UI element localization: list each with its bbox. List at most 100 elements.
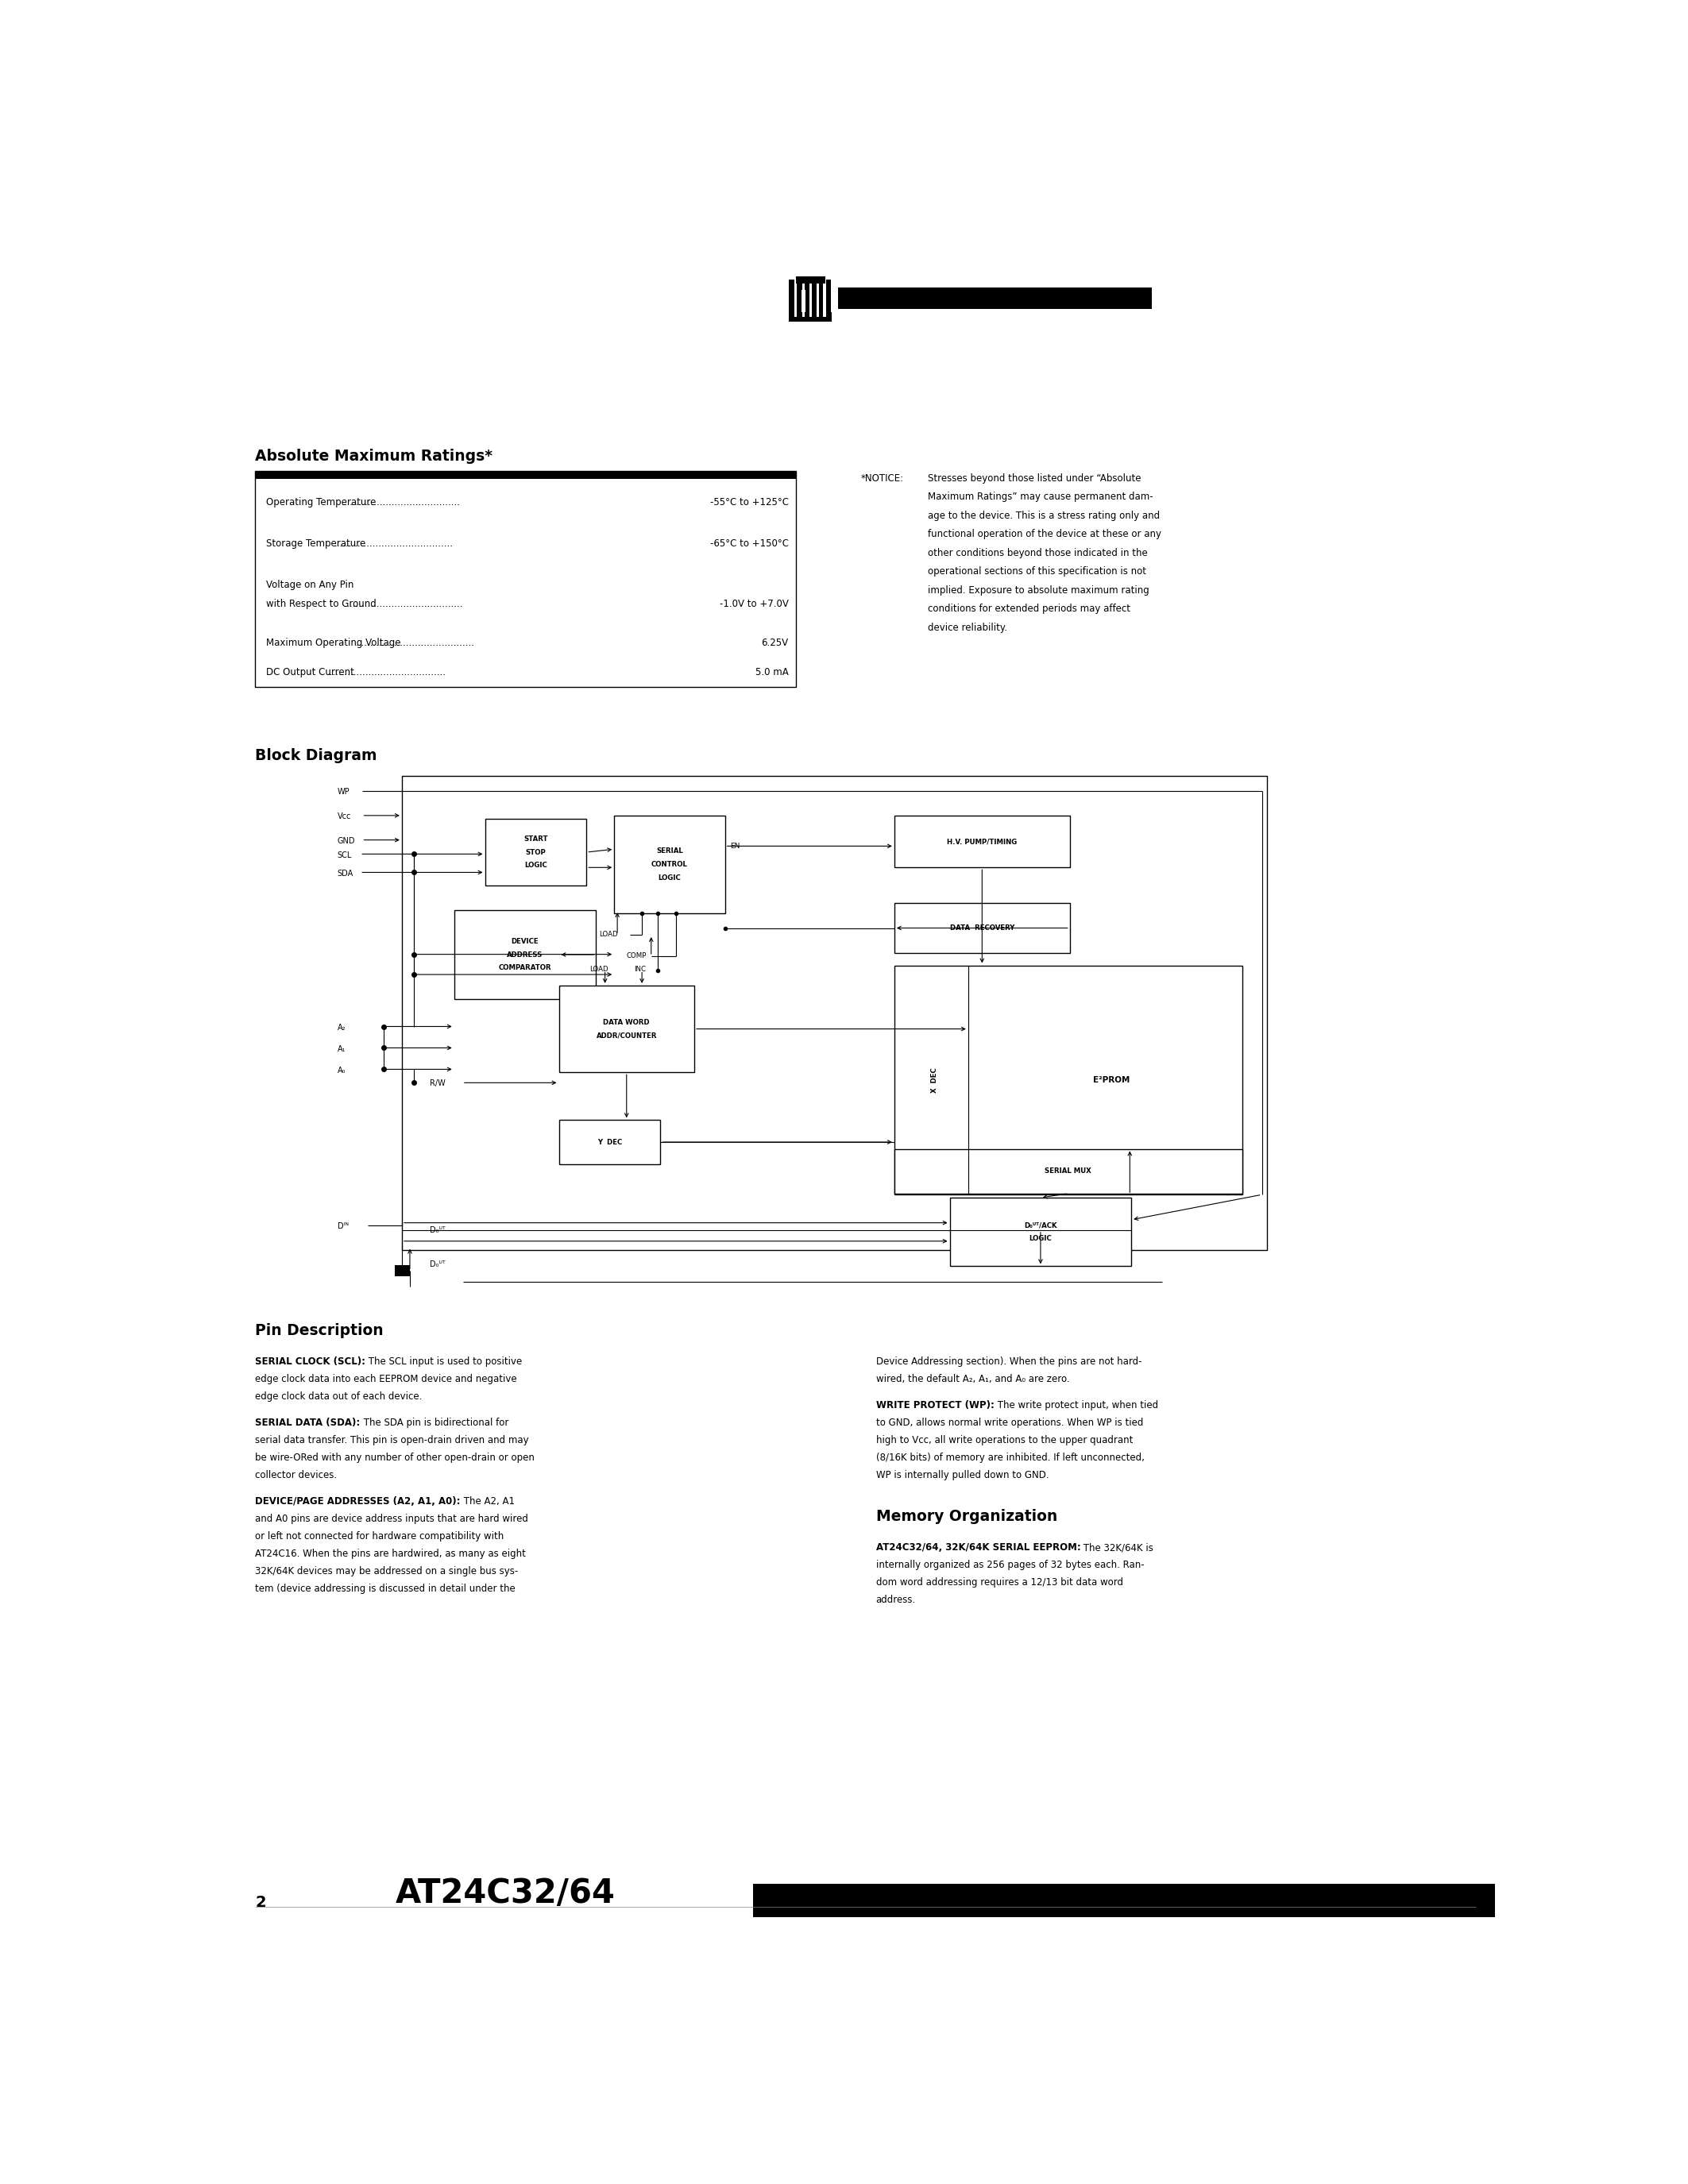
Text: DATA WORD: DATA WORD: [603, 1018, 650, 1026]
Text: ........................................: ........................................: [327, 666, 446, 677]
Bar: [559, 1120, 660, 1164]
Text: Maximum Ratings” may cause permanent dam-: Maximum Ratings” may cause permanent dam…: [928, 491, 1153, 502]
Text: Block Diagram: Block Diagram: [255, 749, 376, 764]
Text: LOAD: LOAD: [589, 965, 608, 974]
Text: WRITE PROTECT (WP):: WRITE PROTECT (WP):: [876, 1400, 994, 1411]
Text: address.: address.: [876, 1594, 917, 1605]
Text: AT24C32/64, 32K/64K SERIAL EEPROM:: AT24C32/64, 32K/64K SERIAL EEPROM:: [876, 1542, 1080, 1553]
Bar: [812, 280, 817, 321]
Bar: [825, 280, 830, 321]
Text: or left not connected for hardware compatibility with: or left not connected for hardware compa…: [255, 1531, 505, 1542]
Text: D₀ᵁᵀ: D₀ᵁᵀ: [429, 1227, 446, 1234]
Text: WP: WP: [338, 788, 349, 795]
Text: with Respect to Ground: with Respect to Ground: [267, 598, 376, 609]
Text: implied. Exposure to absolute maximum rating: implied. Exposure to absolute maximum ra…: [928, 585, 1150, 596]
Text: LOAD: LOAD: [599, 930, 618, 937]
Bar: [795, 275, 825, 290]
Text: DEVICE/PAGE ADDRESSES (A2, A1, A0):: DEVICE/PAGE ADDRESSES (A2, A1, A0):: [255, 1496, 461, 1507]
Text: CONTROL: CONTROL: [652, 860, 689, 867]
Text: LOGIC: LOGIC: [1030, 1236, 1052, 1243]
Text: X  DEC: X DEC: [930, 1068, 939, 1092]
Text: SCL: SCL: [338, 852, 351, 858]
Text: SERIAL CLOCK (SCL):: SERIAL CLOCK (SCL):: [255, 1356, 366, 1367]
Bar: [837, 288, 1151, 310]
Text: dom word addressing requires a 12/13 bit data word: dom word addressing requires a 12/13 bit…: [876, 1577, 1123, 1588]
Text: The SDA pin is bidirectional for: The SDA pin is bidirectional for: [360, 1417, 508, 1428]
Text: 6.25V: 6.25V: [761, 638, 788, 649]
Text: serial data transfer. This pin is open-drain driven and may: serial data transfer. This pin is open-d…: [255, 1435, 528, 1446]
Text: DEVICE: DEVICE: [511, 937, 538, 946]
Bar: [809, 284, 812, 317]
Text: high to Vᴄᴄ, all write operations to the upper quadrant: high to Vᴄᴄ, all write operations to the…: [876, 1435, 1133, 1446]
Text: SERIAL MUX: SERIAL MUX: [1045, 1168, 1092, 1175]
Bar: [484, 819, 586, 887]
Text: edge clock data into each EEPROM device and negative: edge clock data into each EEPROM device …: [255, 1374, 517, 1385]
Text: H.V. PUMP/TIMING: H.V. PUMP/TIMING: [947, 839, 1018, 845]
Text: GND: GND: [338, 836, 354, 845]
Text: to GND, allows normal write operations. When WP is tied: to GND, allows normal write operations. …: [876, 1417, 1143, 1428]
Bar: [793, 284, 797, 317]
Text: age to the device. This is a stress rating only and: age to the device. This is a stress rati…: [928, 511, 1160, 520]
Text: 5.0 mA: 5.0 mA: [755, 666, 788, 677]
Text: AT24C16. When the pins are hardwired, as many as eight: AT24C16. When the pins are hardwired, as…: [255, 1548, 527, 1559]
Bar: [895, 965, 1242, 1195]
Text: SDA: SDA: [338, 869, 353, 878]
Text: Y  DEC: Y DEC: [598, 1138, 621, 1147]
Bar: [824, 284, 825, 317]
Text: The 32K/64K is: The 32K/64K is: [1080, 1542, 1153, 1553]
Text: E²PROM: E²PROM: [1092, 1077, 1129, 1083]
Text: be wire-ORed with any number of other open-drain or open: be wire-ORed with any number of other op…: [255, 1452, 535, 1463]
Bar: [895, 815, 1070, 867]
Text: COMP: COMP: [626, 952, 647, 959]
Bar: [819, 280, 824, 321]
Text: Dᴵᴺ: Dᴵᴺ: [338, 1223, 348, 1230]
Text: Stresses beyond those listed under “Absolute: Stresses beyond those listed under “Abso…: [928, 474, 1141, 483]
Bar: [454, 911, 596, 998]
Text: R/W: R/W: [429, 1079, 446, 1088]
Text: Absolute Maximum Ratings*: Absolute Maximum Ratings*: [255, 448, 493, 463]
Text: A₀: A₀: [338, 1066, 346, 1075]
Bar: [817, 284, 819, 317]
Text: Storage Temperature: Storage Temperature: [267, 539, 366, 548]
Text: EN: EN: [729, 843, 739, 850]
Text: A₂: A₂: [338, 1024, 346, 1031]
Text: device reliability.: device reliability.: [928, 622, 1008, 633]
Text: LOGIC: LOGIC: [658, 874, 680, 882]
Text: functional operation of the device at these or any: functional operation of the device at th…: [928, 529, 1161, 539]
Text: wired, the default A₂, A₁, and A₀ are zero.: wired, the default A₂, A₁, and A₀ are ze…: [876, 1374, 1070, 1385]
Text: other conditions beyond those indicated in the: other conditions beyond those indicated …: [928, 548, 1148, 557]
Bar: [614, 815, 726, 913]
Text: -55°C to +125°C: -55°C to +125°C: [711, 498, 788, 507]
Text: AT24C32/64: AT24C32/64: [395, 1876, 616, 1911]
Text: Device Addressing section). When the pins are not hard-: Device Addressing section). When the pin…: [876, 1356, 1141, 1367]
Bar: [402, 775, 1266, 1249]
Bar: [805, 280, 810, 321]
Bar: [788, 312, 832, 321]
Text: and A0 pins are device address inputs that are hard wired: and A0 pins are device address inputs th…: [255, 1514, 528, 1524]
Text: INC: INC: [635, 965, 647, 974]
Text: Maximum Operating Voltage: Maximum Operating Voltage: [267, 638, 402, 649]
Bar: [559, 985, 694, 1072]
Text: *NOTICE:: *NOTICE:: [861, 474, 903, 483]
Text: internally organized as 256 pages of 32 bytes each. Ran-: internally organized as 256 pages of 32 …: [876, 1559, 1144, 1570]
Bar: [753, 1885, 1494, 1918]
Bar: [895, 902, 1070, 952]
Bar: [797, 280, 802, 321]
Text: D₀ᵁᵀ: D₀ᵁᵀ: [429, 1260, 446, 1269]
Bar: [895, 1149, 1242, 1192]
Text: WP is internally pulled down to GND.: WP is internally pulled down to GND.: [876, 1470, 1048, 1481]
Text: The SCL input is used to positive: The SCL input is used to positive: [366, 1356, 522, 1367]
Text: -1.0V to +7.0V: -1.0V to +7.0V: [719, 598, 788, 609]
Text: Pin Description: Pin Description: [255, 1324, 383, 1339]
Text: D₀ᵁᵀ/ACK: D₀ᵁᵀ/ACK: [1025, 1221, 1057, 1230]
Text: ........................................: ........................................: [267, 598, 463, 609]
Text: ........................................: ........................................: [356, 638, 474, 649]
Text: ADDRESS: ADDRESS: [506, 950, 544, 959]
Bar: [255, 472, 795, 688]
Text: tem (device addressing is discussed in detail under the: tem (device addressing is discussed in d…: [255, 1583, 515, 1594]
Text: SERIAL DATA (SDA):: SERIAL DATA (SDA):: [255, 1417, 360, 1428]
Text: A₁: A₁: [338, 1044, 346, 1053]
Text: operational sections of this specification is not: operational sections of this specificati…: [928, 566, 1146, 577]
Text: Vᴄᴄ: Vᴄᴄ: [338, 812, 351, 821]
Bar: [788, 280, 793, 321]
